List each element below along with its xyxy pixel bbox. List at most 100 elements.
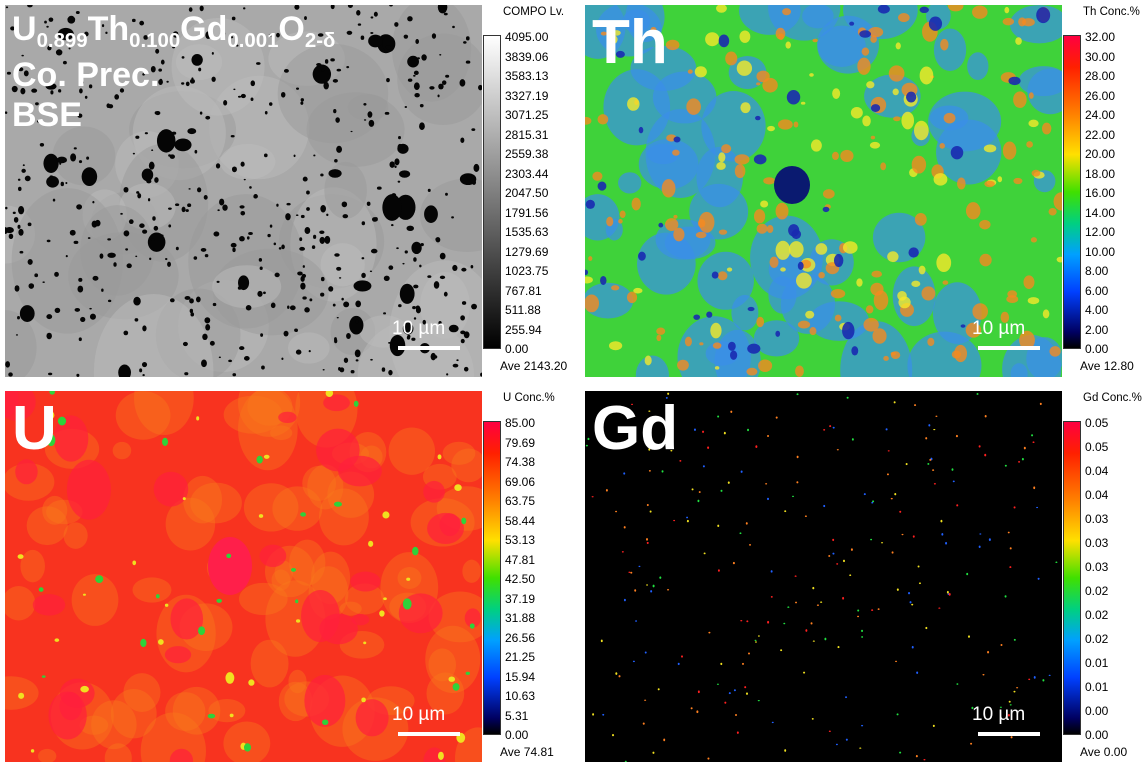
colorbar-tick: 14.00 [1085,207,1115,219]
colorbar-tick: 0.05 [1085,441,1108,453]
colorbar-title: Gd Conc.% [1083,392,1142,404]
colorbar-tick: 2559.38 [505,148,548,160]
panel: Th 10 µm Th Conc.% 32.00 30.00 28.00 26.00 24.0… [580,2,1148,376]
label-line: Co. Prec. [12,58,335,92]
colorbar-tick: 10.00 [1085,246,1115,258]
colorbar-title: Th Conc.% [1083,6,1140,18]
colorbar-tick: 0.00 [1085,729,1108,741]
colorbar-tick: 0.00 [1085,705,1108,717]
colorbar [1063,35,1081,349]
colorbar-tick: 1535.63 [505,226,548,238]
colorbar-tick: 79.69 [505,437,535,449]
colorbar-tick: 2303.44 [505,168,548,180]
label-part: Gd [180,10,227,48]
scale-bar [978,346,1040,350]
colorbar-tick: 8.00 [1085,265,1108,277]
colorbar-tick: 0.04 [1085,489,1108,501]
label-part: 0.899 [37,30,88,52]
label-line: BSE [12,98,335,132]
colorbar-tick: 1791.56 [505,207,548,219]
label-part: O [278,10,304,48]
label-line: Th [592,12,668,74]
colorbar-tick: 58.44 [505,515,535,527]
colorbar-tick: 0.00 [1085,343,1108,355]
colorbar-tick: 0.02 [1085,585,1108,597]
panel-label: Th [592,12,668,74]
scale-bar-label: 10 µm [972,704,1025,726]
colorbar-tick: 16.00 [1085,187,1115,199]
colorbar-tick: 0.02 [1085,609,1108,621]
colorbar-tick: 0.00 [505,729,528,741]
scale-bar [398,346,460,350]
colorbar-tick: 6.00 [1085,285,1108,297]
label-part: 2-δ [305,30,336,52]
label-part: U [12,394,57,463]
colorbar [483,35,501,349]
scale-bar-label: 10 µm [392,704,445,726]
colorbar-tick: 1279.69 [505,246,548,258]
colorbar-tick: 0.01 [1085,657,1108,669]
colorbar-tick: 0.03 [1085,537,1108,549]
panel-label: U [12,398,57,460]
colorbar-tick: 26.00 [1085,90,1115,102]
colorbar-tick: 20.00 [1085,148,1115,160]
colorbar-tick: 3071.25 [505,109,548,121]
colorbar-tick: 24.00 [1085,109,1115,121]
scale-bar-label: 10 µm [972,318,1025,340]
colorbar-tick: 10.63 [505,690,535,702]
panel: Gd 10 µm Gd Conc.% 0.05 0.05 0.04 0.04 0.03 0.03… [580,388,1148,762]
colorbar-average: Ave 12.80 [1080,359,1134,373]
colorbar-tick: 0.04 [1085,465,1108,477]
colorbar-tick: 26.56 [505,632,535,644]
colorbar-title: COMPO Lv. [503,6,564,18]
colorbar-tick: 28.00 [1085,70,1115,82]
colorbar [483,421,501,735]
colorbar-tick: 3839.06 [505,51,548,63]
colorbar-tick: 2815.31 [505,129,548,141]
colorbar-average: Ave 0.00 [1080,745,1127,759]
colorbar-tick: 53.13 [505,534,535,546]
colorbar-tick: 2.00 [1085,324,1108,336]
label-part: Th [88,10,130,48]
label-part: U [12,10,37,48]
colorbar-tick: 0.03 [1085,513,1108,525]
colorbar-tick: 255.94 [505,324,542,336]
colorbar-tick: 4.00 [1085,304,1108,316]
colorbar-tick: 511.88 [505,304,541,316]
colorbar-average: Ave 74.81 [500,745,554,759]
colorbar-tick: 30.00 [1085,51,1115,63]
colorbar-tick: 0.05 [1085,417,1108,429]
colorbar [1063,421,1081,735]
panel-label: U0.899Th0.100Gd0.001O2-δ Co. Prec. BSE [12,12,335,132]
colorbar-tick: 32.00 [1085,31,1115,43]
label-part: 0.100 [129,30,180,52]
colorbar-tick: 2047.50 [505,187,548,199]
label-line: U0.899Th0.100Gd0.001O2-δ [12,12,335,52]
colorbar-average: Ave 2143.20 [500,359,567,373]
colorbar-tick: 3327.19 [505,90,548,102]
label-part: Th [592,8,668,77]
colorbar-tick: 22.00 [1085,129,1115,141]
label-part: 0.001 [227,30,278,52]
panel-label: Gd [592,398,678,460]
colorbar-tick: 42.50 [505,573,535,585]
colorbar-tick: 3583.13 [505,70,548,82]
panel: U10 µmU Conc.%85.0079.6974.3869.0663.755… [0,388,568,762]
colorbar-tick: 37.19 [505,593,535,605]
scale-bar [978,732,1040,736]
colorbar-tick: 69.06 [505,476,535,488]
label-line: U [12,398,57,460]
colorbar-tick: 47.81 [505,554,535,566]
colorbar-tick: 1023.75 [505,265,548,277]
colorbar-tick: 63.75 [505,495,535,507]
label-part: Gd [592,394,678,463]
figure: U0.899Th0.100Gd0.001O2-δCo. Prec.BSE10 µ… [0,0,1148,762]
colorbar-tick: 85.00 [505,417,535,429]
colorbar-tick: 0.01 [1085,681,1108,693]
colorbar-tick: 12.00 [1085,226,1115,238]
colorbar-tick: 767.81 [505,285,542,297]
colorbar-tick: 74.38 [505,456,535,468]
colorbar-tick: 0.00 [505,343,528,355]
colorbar-tick: 4095.00 [505,31,548,43]
